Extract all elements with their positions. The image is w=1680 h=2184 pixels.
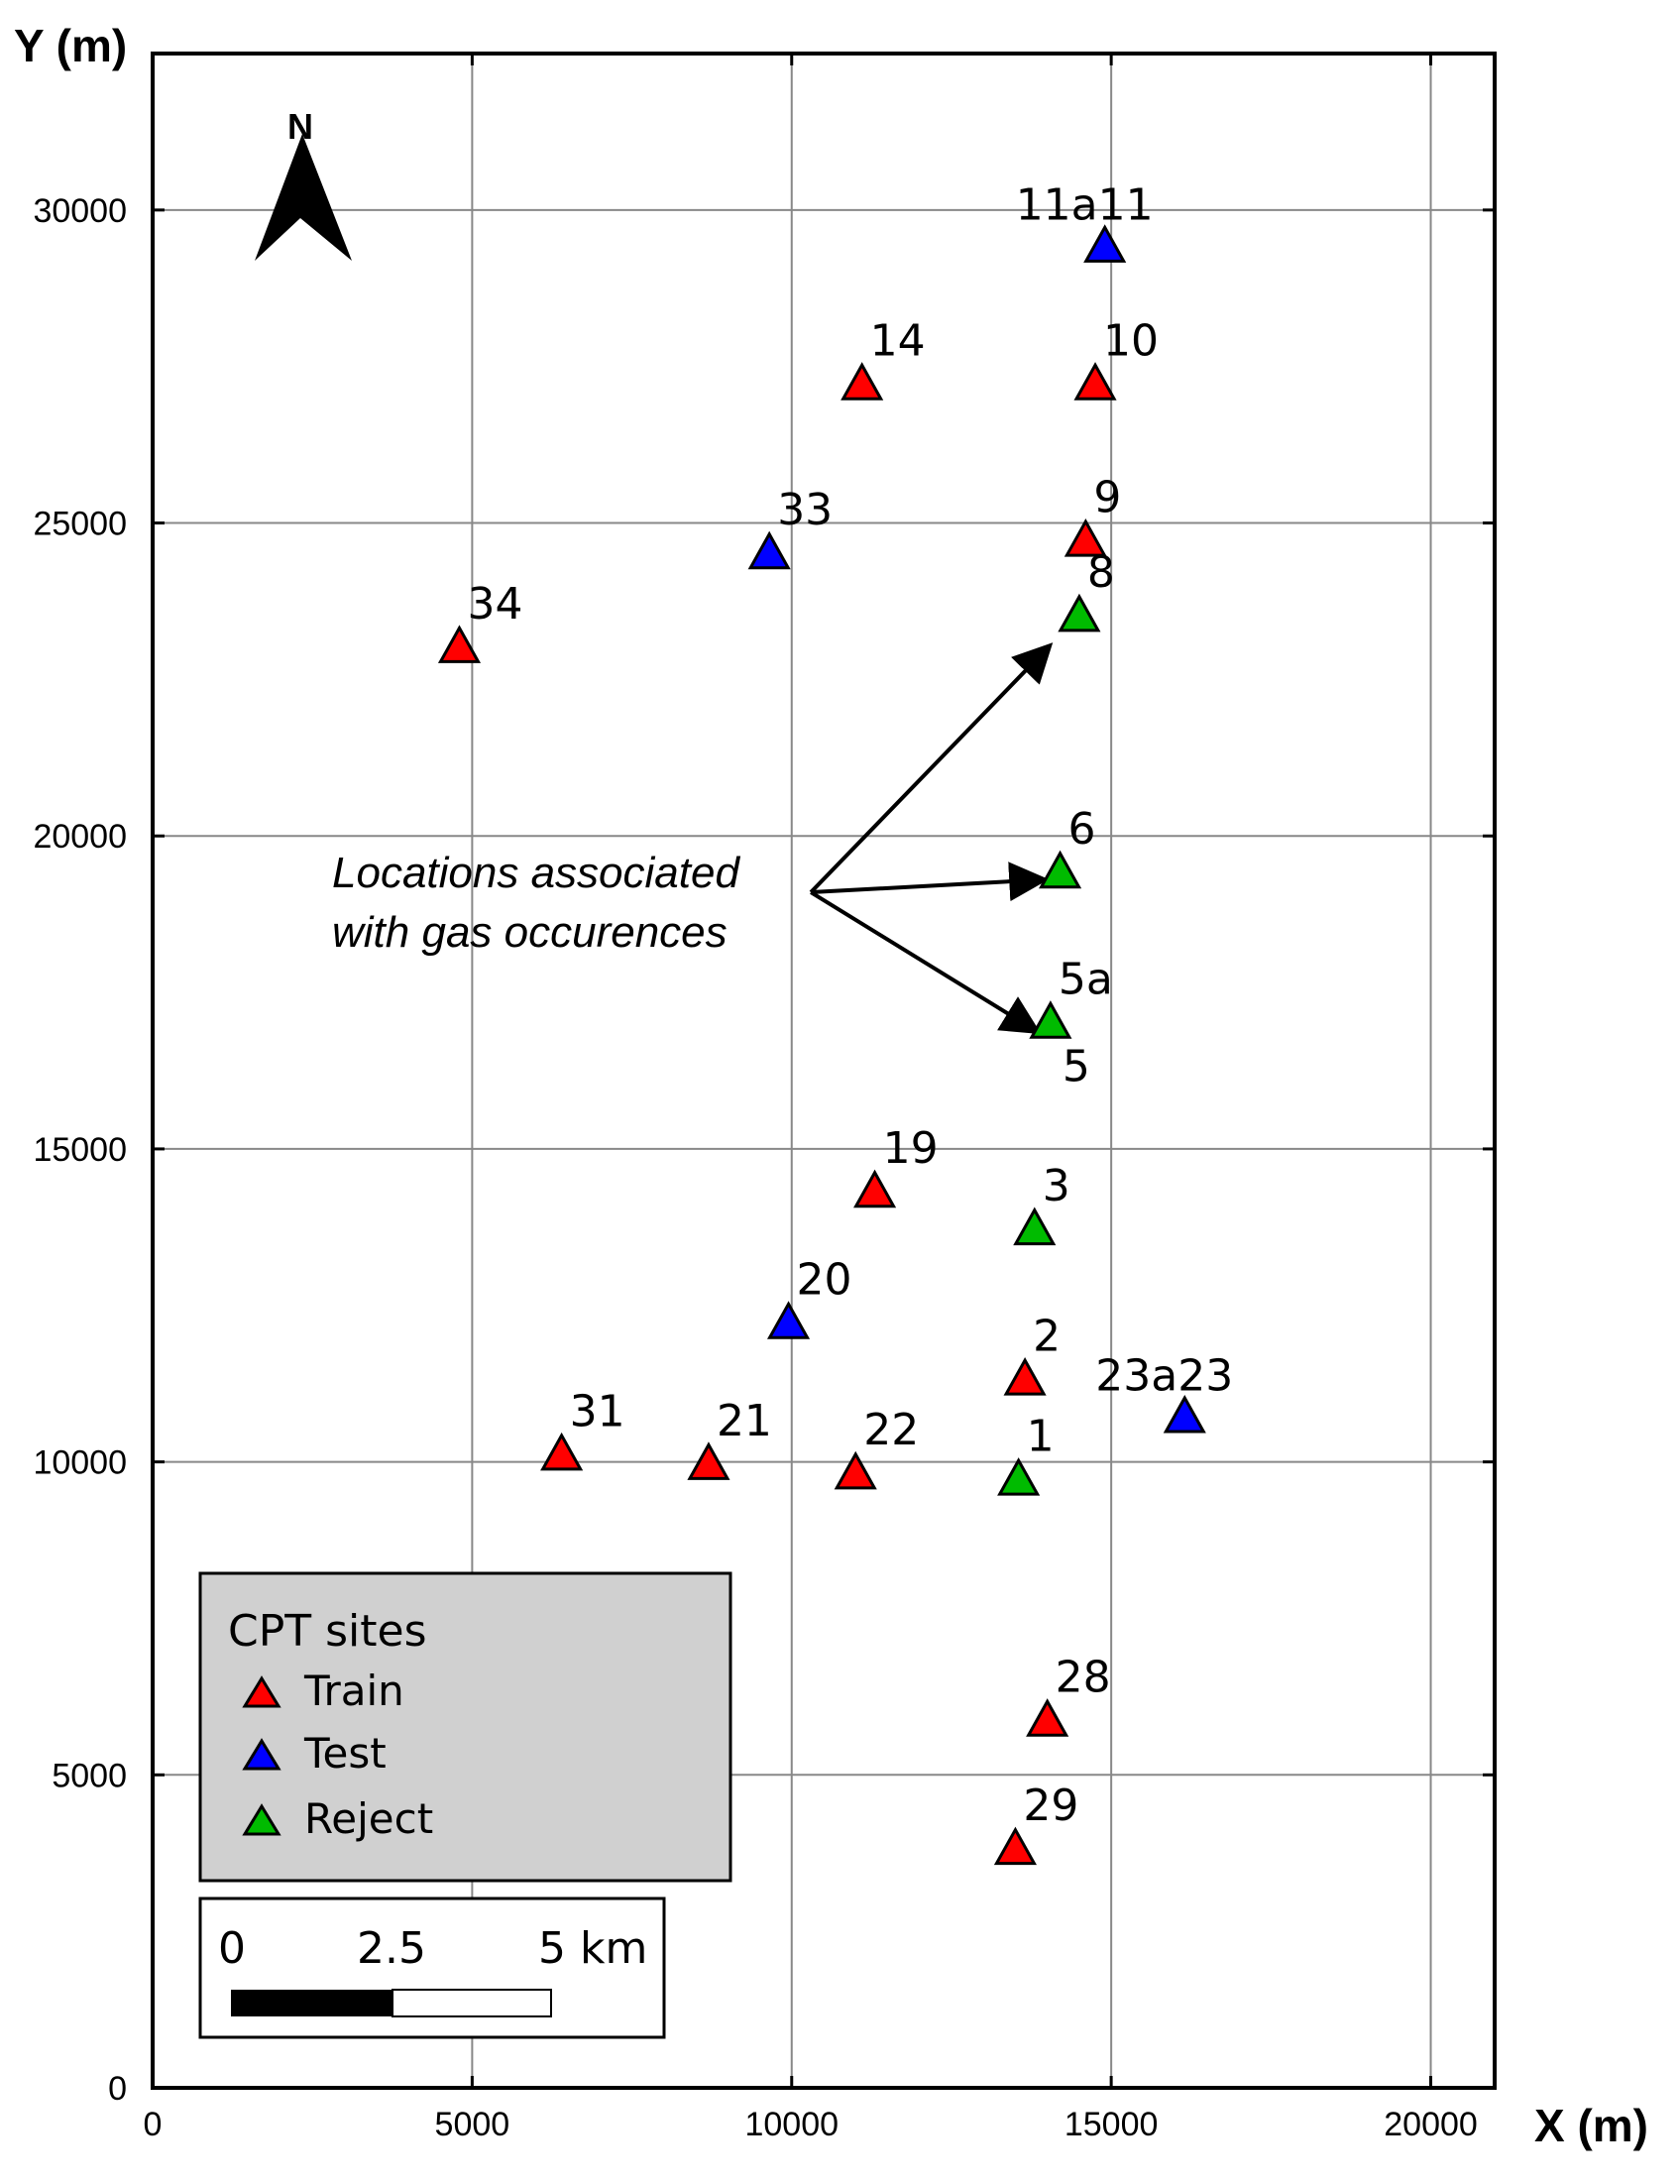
legend-title: CPT sites — [228, 1606, 427, 1657]
x-tick-label: 20000 — [1384, 2106, 1478, 2143]
site-label: 23a23 — [1095, 1350, 1233, 1401]
site-marker-train — [1026, 1698, 1069, 1737]
legend: CPT sites Train Test Reject — [198, 1571, 732, 1883]
gas-annotation: Locations associated with gas occurences — [332, 642, 1054, 1035]
site-marker-train — [437, 625, 482, 663]
site-label: 3 — [1043, 1161, 1070, 1211]
site-marker-test — [766, 1301, 811, 1339]
site-marker-reject — [1058, 593, 1101, 632]
site-marker-train — [1073, 362, 1117, 401]
y-tick-label: 25000 — [33, 506, 127, 543]
site-label: 33 — [777, 485, 833, 535]
scale-label-2-5: 2.5 — [357, 1923, 426, 1974]
legend-label-train: Train — [303, 1667, 404, 1715]
y-tick-label: 15000 — [33, 1131, 127, 1169]
site-label: 10 — [1103, 316, 1159, 367]
site-marker-train — [993, 1826, 1037, 1866]
legend-marker-test — [242, 1738, 281, 1771]
annotation-line-1: Locations associated — [332, 849, 740, 897]
legend-label-test: Test — [303, 1729, 387, 1778]
site-marker-reject — [1013, 1207, 1057, 1246]
annotation-arrow — [810, 862, 1050, 902]
legend-box — [198, 1571, 732, 1883]
scale-bar: 0 2.5 5 km — [198, 1897, 666, 2039]
site-label: 5a — [1059, 955, 1113, 1005]
legend-marker-reject — [242, 1803, 281, 1836]
scale-label-5km: 5 km — [538, 1923, 647, 1974]
site-marker-train — [687, 1441, 730, 1480]
site-marker-train — [540, 1432, 584, 1471]
site-label: 9 — [1093, 472, 1121, 522]
site-marker-test — [1083, 224, 1127, 263]
plot-frame — [151, 52, 1497, 2090]
site-label: 5 — [1063, 1042, 1090, 1092]
site-marker-test — [747, 530, 791, 570]
legend-marker-train — [242, 1675, 281, 1708]
y-axis-title: Y (m) — [14, 20, 127, 71]
site-label: 14 — [870, 316, 926, 367]
scale-label-0: 0 — [218, 1923, 246, 1974]
site-label: 31 — [570, 1386, 625, 1437]
site-label: 20 — [797, 1255, 852, 1306]
site-marker-train — [840, 362, 884, 401]
site-marker-train — [1003, 1357, 1047, 1396]
x-tick-label: 10000 — [744, 2106, 839, 2143]
site-marker-train — [834, 1450, 877, 1490]
site-marker-reject — [1039, 850, 1082, 889]
north-label: N — [287, 106, 313, 147]
site-label: 19 — [883, 1123, 939, 1174]
scale-bar-white — [392, 1989, 552, 2017]
y-tick-label: 0 — [108, 2070, 127, 2108]
site-marker-test — [1163, 1394, 1206, 1434]
site-marker-train — [853, 1169, 897, 1208]
y-tick-label: 30000 — [33, 192, 127, 230]
site-label: 34 — [467, 579, 522, 630]
scale-bar-black — [231, 1990, 392, 2016]
annotation-line-2: with gas occurences — [332, 908, 728, 957]
site-marker-train — [1064, 518, 1107, 557]
site-label: 22 — [863, 1405, 919, 1455]
north-arrow-icon: N — [255, 106, 352, 261]
site-label: 1 — [1027, 1412, 1055, 1462]
site-label: 8 — [1087, 547, 1115, 598]
site-label: 2 — [1033, 1312, 1061, 1362]
x-tick-label: 15000 — [1064, 2106, 1159, 2143]
y-tick-label: 20000 — [33, 818, 127, 856]
site-marker-reject — [1029, 1000, 1072, 1039]
annotation-arrow — [810, 890, 1042, 1035]
site-label: 11a11 — [1016, 180, 1154, 231]
x-tick-label: 5000 — [435, 2106, 510, 2143]
x-tick-label: 0 — [144, 2106, 163, 2143]
annotation-arrow — [809, 642, 1054, 894]
y-tick-label: 10000 — [33, 1444, 127, 1482]
site-label: 21 — [717, 1396, 772, 1446]
y-tick-label: 5000 — [52, 1757, 127, 1794]
ticks: 0 5000 10000 15000 20000 0 5000 10000 15000 20000… — [33, 54, 1495, 2143]
site-label: 29 — [1023, 1781, 1078, 1831]
site-marker-reject — [997, 1457, 1041, 1496]
legend-label-reject: Reject — [304, 1794, 433, 1843]
site-label: 28 — [1056, 1653, 1111, 1703]
site-label: 6 — [1068, 804, 1096, 855]
x-axis-title: X (m) — [1534, 2100, 1648, 2151]
